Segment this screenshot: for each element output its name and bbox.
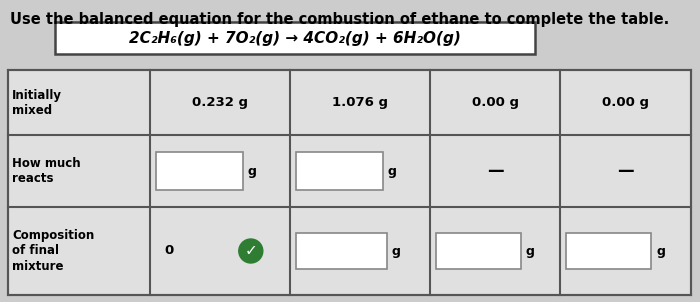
Text: 0.232 g: 0.232 g xyxy=(192,96,248,109)
Text: How much
reacts: How much reacts xyxy=(12,157,81,185)
Text: ✓: ✓ xyxy=(244,243,257,259)
Text: Initially
mixed: Initially mixed xyxy=(12,88,62,117)
FancyBboxPatch shape xyxy=(296,233,387,269)
Text: g: g xyxy=(388,165,397,178)
Text: —: — xyxy=(617,162,634,180)
Text: Use the balanced equation for the combustion of ethane to complete the table.: Use the balanced equation for the combus… xyxy=(10,12,669,27)
FancyBboxPatch shape xyxy=(296,152,383,190)
FancyBboxPatch shape xyxy=(436,233,521,269)
Text: Composition
of final
mixture: Composition of final mixture xyxy=(12,230,95,272)
Text: g: g xyxy=(656,245,665,258)
Text: g: g xyxy=(392,245,401,258)
Text: 0.00 g: 0.00 g xyxy=(472,96,519,109)
Text: 0.00 g: 0.00 g xyxy=(602,96,649,109)
FancyBboxPatch shape xyxy=(8,70,691,295)
Text: 2C₂H₆(g) + 7O₂(g) → 4CO₂(g) + 6H₂O(g): 2C₂H₆(g) + 7O₂(g) → 4CO₂(g) + 6H₂O(g) xyxy=(129,31,461,46)
Text: g: g xyxy=(526,245,534,258)
Text: 1.076 g: 1.076 g xyxy=(332,96,388,109)
Circle shape xyxy=(239,239,262,263)
Text: —: — xyxy=(486,162,503,180)
FancyBboxPatch shape xyxy=(55,22,535,54)
FancyBboxPatch shape xyxy=(566,233,651,269)
Text: 0: 0 xyxy=(164,245,174,258)
Text: g: g xyxy=(248,165,257,178)
FancyBboxPatch shape xyxy=(156,152,243,190)
